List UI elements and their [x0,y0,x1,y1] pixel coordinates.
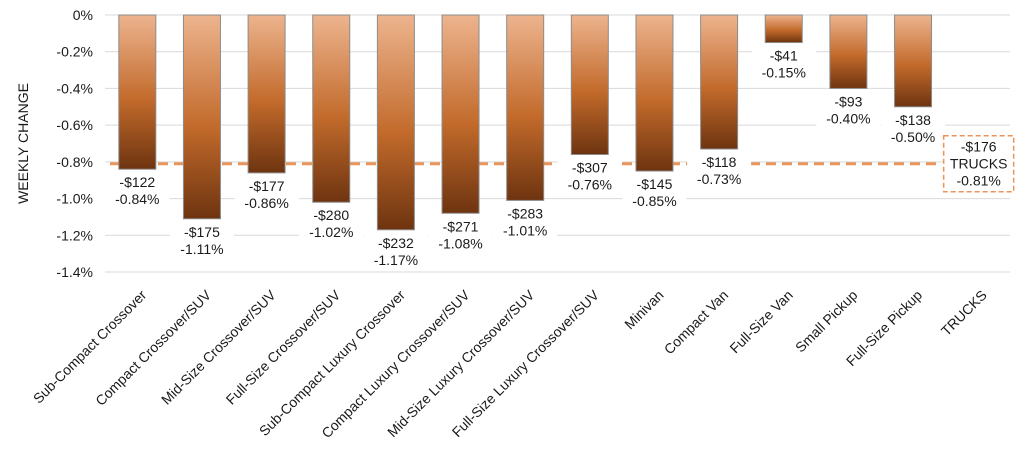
data-label-background [105,172,170,209]
bar [247,14,286,174]
x-tick-label: TRUCKS [938,287,990,339]
x-tick-label: Minivan [621,287,666,332]
data-label-percent: -0.84% [115,191,159,207]
bar [506,14,545,201]
bar [376,14,415,231]
x-tick-label: Small Pickup [792,287,861,356]
x-tick-label: Full-Size Van [726,287,795,356]
data-label-dollar: -$177 [249,178,285,194]
data-label-dollar: -$93 [834,93,862,109]
data-label-background [557,157,622,194]
data-label-dollar: -$145 [637,176,673,192]
data-label-background [687,152,752,189]
data-label-background [881,109,946,146]
data-label-dollar: -$118 [702,154,737,170]
reference-label: TRUCKS [950,156,1008,172]
data-label-background [493,203,558,240]
data-label-percent: -0.40% [826,110,870,126]
y-tick-label: -0.2% [56,44,93,60]
bar [764,14,803,44]
bar [182,14,221,220]
reference-label-box [942,134,1015,193]
data-label-dollar: -$283 [507,205,543,221]
y-tick-label: -0.8% [56,154,93,170]
x-tick-label: Mid-Size Crossover/SUV [158,286,279,407]
data-label-background [816,91,881,128]
data-label-background [169,221,234,258]
bar [312,14,351,203]
data-label-dollar: -$122 [119,174,155,190]
data-label-background [428,216,493,253]
data-label-percent: -0.76% [568,177,612,193]
data-label-dollar: -$175 [184,224,220,240]
x-tick-label: Compact Crossover/SUV [92,286,214,408]
x-tick-label: Compact Van [661,287,732,358]
data-label-percent: -1.17% [374,252,418,268]
data-label-background [751,45,816,82]
y-tick-label: -1.4% [56,264,93,280]
data-label-percent: -0.50% [891,129,935,145]
x-tick-label: Sub-Compact Crossover [30,287,150,407]
bar [441,14,480,214]
data-label-percent: -0.15% [762,65,806,81]
y-tick-label: -1.0% [56,191,93,207]
data-label-dollar: -$232 [378,235,414,251]
data-label-percent: -0.73% [697,171,741,187]
data-label-dollar: -$138 [895,112,931,128]
y-tick-label: -0.6% [56,117,93,133]
data-label-percent: -1.02% [309,224,353,240]
data-label-background [234,175,299,212]
data-label-percent: -1.08% [438,235,482,251]
y-tick-label: -1.2% [56,227,93,243]
bar [894,14,933,108]
data-label-background [363,232,428,269]
bar [829,14,868,89]
data-label-percent: -1.01% [503,222,547,238]
data-label-dollar: -$41 [770,48,798,64]
data-label-dollar: -$307 [572,160,608,176]
data-label-background [299,205,364,242]
data-label-percent: -0.86% [244,195,288,211]
bar [635,14,674,172]
y-tick-label: 0% [73,7,93,23]
bar [118,14,157,170]
bar [570,14,609,156]
x-tick-label: Full-Size Crossover/SUV [223,286,344,407]
data-label-dollar: -$271 [443,218,479,234]
data-label-dollar: -$280 [313,207,349,223]
bar [700,14,739,150]
reference-label: -$176 [961,139,997,155]
data-label-percent: -0.85% [632,193,676,209]
data-label-background [622,174,687,211]
y-axis-label: WEEKLY CHANGE [15,83,31,204]
y-tick-label: -0.4% [56,80,93,96]
reference-label: -0.81% [956,173,1000,189]
data-label-percent: -1.11% [180,241,223,257]
